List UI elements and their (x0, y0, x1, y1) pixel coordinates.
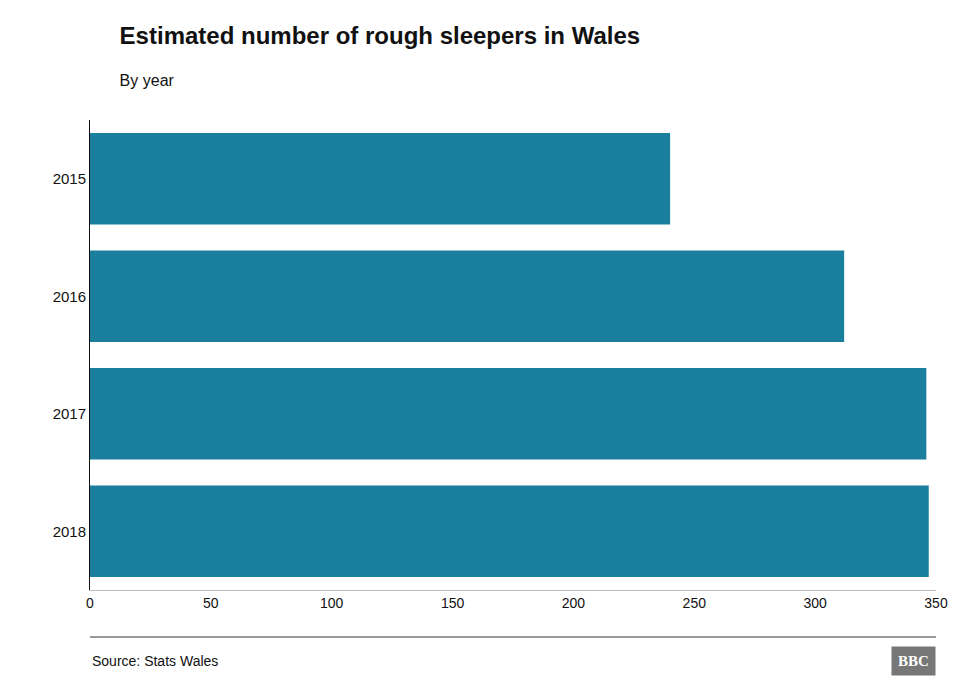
svg-text:200: 200 (562, 595, 586, 611)
svg-text:By year: By year (120, 72, 175, 89)
svg-text:2016: 2016 (53, 288, 86, 305)
svg-text:250: 250 (683, 595, 707, 611)
svg-text:2017: 2017 (53, 405, 86, 422)
svg-text:50: 50 (203, 595, 219, 611)
svg-text:Source: Stats Wales: Source: Stats Wales (92, 653, 218, 669)
svg-text:BBC: BBC (898, 653, 929, 669)
svg-text:100: 100 (320, 595, 344, 611)
svg-text:2018: 2018 (53, 523, 86, 540)
svg-text:350: 350 (924, 595, 948, 611)
svg-text:2015: 2015 (53, 170, 86, 187)
svg-text:150: 150 (441, 595, 465, 611)
svg-text:Estimated number of rough slee: Estimated number of rough sleepers in Wa… (120, 22, 641, 49)
svg-text:0: 0 (86, 595, 94, 611)
svg-text:300: 300 (803, 595, 827, 611)
